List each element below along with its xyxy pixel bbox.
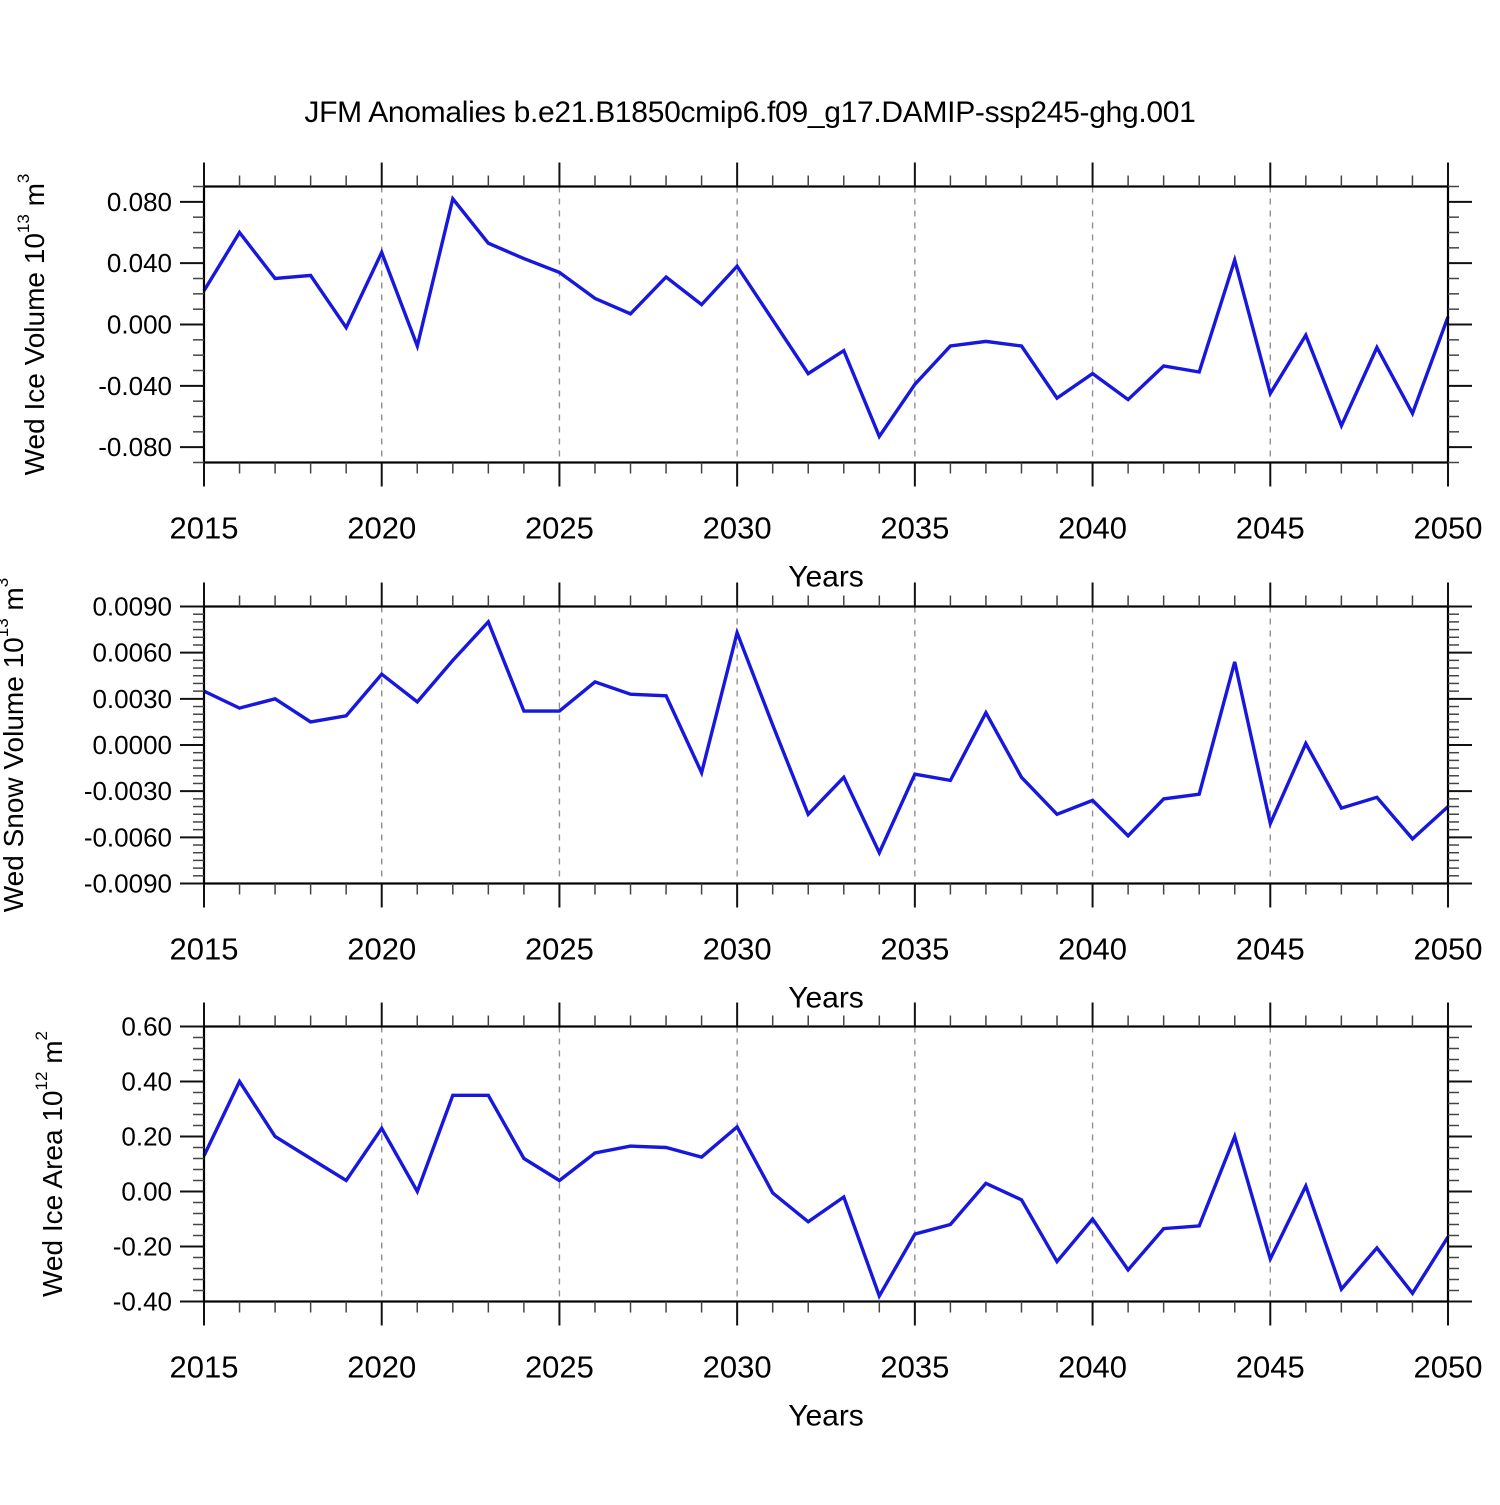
panel-2: 0.0090 0.0060 0.0030 0.0000 -0.0030 -0.0060 -0… bbox=[0, 578, 1482, 1015]
panel-2-ticks bbox=[180, 582, 1472, 908]
y-axis-title: Wed Ice Volume 1013 m3 bbox=[14, 174, 50, 476]
y-tick-label: 0.0060 bbox=[92, 638, 172, 668]
y-tick-label: -0.20 bbox=[113, 1232, 172, 1262]
x-tick-label: 2050 bbox=[1414, 1350, 1483, 1385]
x-axis-title: Years bbox=[788, 1400, 864, 1433]
x-tick-label: 2020 bbox=[347, 511, 416, 546]
y-tick-label: 0.0000 bbox=[92, 730, 172, 760]
y-tick-label: -0.080 bbox=[98, 432, 172, 462]
x-tick-label: 2030 bbox=[703, 1350, 772, 1385]
x-tick-label: 2025 bbox=[525, 932, 594, 967]
panel-3-ticks bbox=[180, 1002, 1472, 1326]
y-tick-label: 0.00 bbox=[121, 1177, 172, 1207]
x-tick-label: 2030 bbox=[703, 511, 772, 546]
x-tick-label: 2050 bbox=[1414, 932, 1483, 967]
x-tick-label: 2015 bbox=[170, 1350, 239, 1385]
panel-1-frame bbox=[202, 185, 1450, 464]
x-tick-label: 2040 bbox=[1058, 932, 1127, 967]
x-tick-label: 2035 bbox=[880, 1350, 949, 1385]
y-tick-label: -0.40 bbox=[113, 1287, 172, 1317]
panel-1-gridlines bbox=[381, 186, 1271, 463]
x-tick-label: 2050 bbox=[1414, 511, 1483, 546]
y-tick-label: 0.0090 bbox=[92, 592, 172, 622]
panel-1-series-line bbox=[202, 195, 1450, 440]
y-tick-label: -0.0060 bbox=[84, 822, 172, 852]
x-tick-label: 2020 bbox=[347, 1350, 416, 1385]
panel-1-x-tick-labels: 2015 2020 2025 2030 2035 2040 2045 2050 bbox=[170, 511, 1483, 546]
y-tick-label: 0.40 bbox=[121, 1067, 172, 1097]
y-tick-label: 0.040 bbox=[107, 248, 172, 278]
panel-3-frame bbox=[202, 1025, 1450, 1303]
y-axis-title: Wed Snow Volume 1013 m3 bbox=[0, 578, 29, 912]
y-axis-title: Wed Ice Area 1012 m2 bbox=[32, 1031, 68, 1297]
x-tick-label: 2015 bbox=[170, 511, 239, 546]
y-tick-label: 0.60 bbox=[121, 1012, 172, 1042]
panel-1-y-tick-labels: 0.080 0.040 0.000 -0.040 -0.080 bbox=[98, 187, 172, 462]
panel-2-series-line bbox=[203, 618, 1450, 857]
y-tick-label: 0.20 bbox=[121, 1122, 172, 1152]
x-tick-label: 2045 bbox=[1236, 932, 1305, 967]
panel-3-series-line bbox=[202, 1078, 1450, 1301]
x-tick-label: 2030 bbox=[703, 932, 772, 967]
x-tick-label: 2015 bbox=[170, 932, 239, 967]
x-tick-label: 2045 bbox=[1236, 1350, 1305, 1385]
x-tick-label: 2045 bbox=[1236, 511, 1305, 546]
y-tick-label: 0.0030 bbox=[92, 684, 172, 714]
panel-3-y-tick-labels: 0.60 0.40 0.20 0.00 -0.20 -0.40 bbox=[113, 1012, 172, 1317]
x-tick-label: 2035 bbox=[880, 932, 949, 967]
y-tick-label: -0.040 bbox=[98, 371, 172, 401]
panel-2-x-tick-labels: 2015 2020 2025 2030 2035 2040 2045 2050 bbox=[170, 932, 1483, 967]
chart-title: JFM Anomalies b.e21.B1850cmip6.f09_g17.D… bbox=[304, 96, 1196, 129]
panel-1-ticks bbox=[180, 162, 1472, 487]
panel-2-frame bbox=[202, 605, 1450, 885]
x-axis-title: Years bbox=[788, 561, 864, 594]
x-tick-label: 2025 bbox=[525, 1350, 594, 1385]
y-tick-label: -0.0030 bbox=[84, 776, 172, 806]
x-tick-label: 2040 bbox=[1058, 1350, 1127, 1385]
y-tick-label: -0.0090 bbox=[84, 869, 172, 899]
y-tick-label: 0.000 bbox=[107, 310, 172, 340]
panel-3-x-tick-labels: 2015 2020 2025 2030 2035 2040 2045 2050 bbox=[170, 1350, 1483, 1385]
x-tick-label: 2040 bbox=[1058, 511, 1127, 546]
x-axis-title: Years bbox=[788, 982, 864, 1015]
x-tick-label: 2020 bbox=[347, 932, 416, 967]
y-tick-label: 0.080 bbox=[107, 187, 172, 217]
panel-2-y-tick-labels: 0.0090 0.0060 0.0030 0.0000 -0.0030 -0.0060 -0… bbox=[84, 592, 172, 899]
x-tick-label: 2035 bbox=[880, 511, 949, 546]
panel-2-gridlines bbox=[381, 606, 1271, 884]
x-tick-label: 2025 bbox=[525, 511, 594, 546]
